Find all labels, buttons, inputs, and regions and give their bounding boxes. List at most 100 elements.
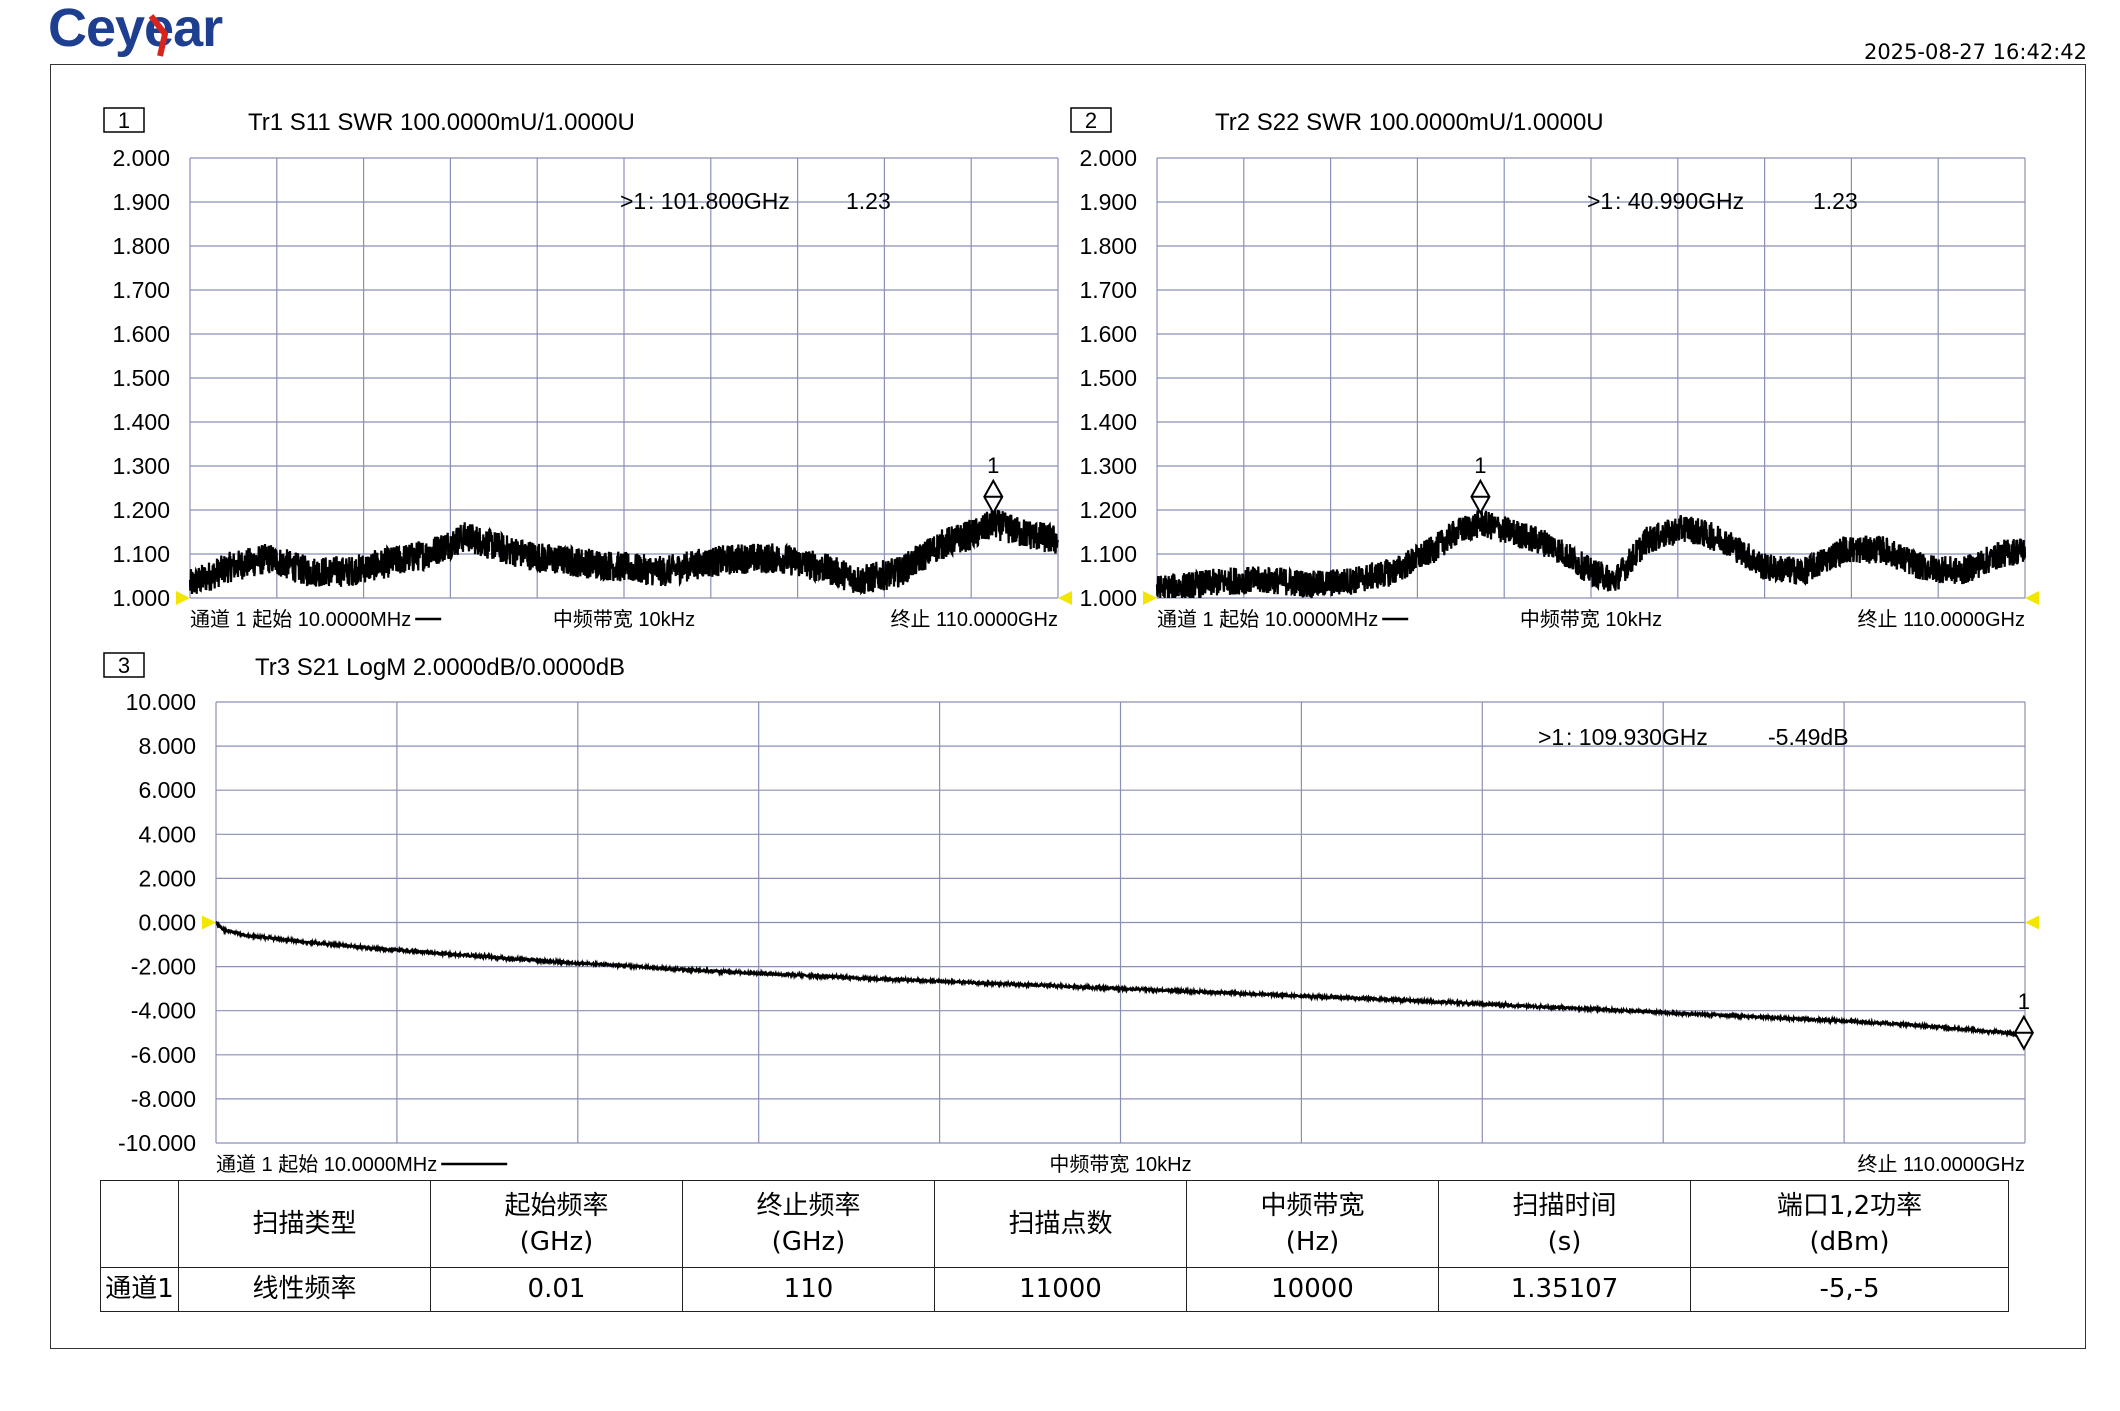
table-header-cell: 端口1,2功率 (dBm) [1690, 1180, 2009, 1268]
footer-start-frequency: 通道 1 起始 10.0000MHz [190, 608, 411, 631]
y-tick-label: -8.000 [131, 1086, 196, 1112]
y-tick-label: -6.000 [131, 1042, 196, 1068]
table-cell: 10000 [1186, 1266, 1439, 1313]
table-cell: -5,-5 [1690, 1266, 2009, 1313]
table-header-cell [100, 1180, 179, 1268]
marker-label: 1 [1474, 453, 1486, 478]
footer-if-bandwidth: 中频带宽 10kHz [553, 608, 695, 631]
y-tick-label: -4.000 [131, 998, 196, 1024]
y-tick-label: -10.000 [118, 1130, 196, 1156]
reference-marker-left [1143, 591, 1157, 605]
footer-stop-frequency: 终止 110.0000GHz [891, 608, 1059, 631]
table-cell: 0.01 [430, 1266, 683, 1313]
y-tick-label: 1.300 [1079, 453, 1137, 479]
table-header-cell: 中频带宽 (Hz) [1186, 1180, 1439, 1268]
ceyear-logo: Ceyear [48, 0, 224, 58]
table-cell: 11000 [934, 1266, 1187, 1313]
marker-readout-frequency: : 40.990GHz [1615, 188, 1744, 214]
y-tick-label: 2.000 [1079, 145, 1137, 171]
reference-marker-right [2025, 591, 2039, 605]
y-tick-label: 2.000 [112, 145, 170, 171]
trace-line [215, 920, 2026, 1041]
y-tick-label: 1.500 [112, 365, 170, 391]
marker-label: 1 [2018, 989, 2030, 1014]
y-tick-label: 1.300 [112, 453, 170, 479]
marker-readout-value: 1.23 [846, 188, 891, 214]
chart-panel-1: 1 Tr1 S11 SWR 100.0000mU/1.0000U 2.000 1.90… [103, 107, 1072, 631]
table-header-cell: 扫描时间 (s) [1438, 1180, 1691, 1268]
y-tick-label: 4.000 [138, 821, 196, 847]
y-tick-label: 0.000 [138, 910, 196, 936]
y-tick-label: 1.800 [1079, 233, 1137, 259]
table-header-cell: 起始频率 (GHz) [430, 1180, 683, 1268]
y-tick-label: 1.000 [1079, 585, 1137, 611]
reference-marker-left [202, 915, 216, 930]
y-tick-label: 1.400 [112, 409, 170, 435]
chart-title: Tr1 S11 SWR 100.0000mU/1.0000U [248, 109, 635, 136]
chart-title: Tr3 S21 LogM 2.0000dB/0.0000dB [255, 654, 625, 681]
reference-marker-right [2025, 915, 2039, 930]
panel-number: 3 [118, 653, 130, 678]
table-header-cell: 扫描类型 [178, 1180, 431, 1268]
y-tick-label: 6.000 [138, 777, 196, 803]
reference-marker-left [176, 591, 190, 605]
table-header-cell: 终止频率 (GHz) [682, 1180, 935, 1268]
table-cell: 线性频率 [178, 1266, 431, 1313]
marker-readout-frequency: : 101.800GHz [648, 188, 790, 214]
marker-label: 1 [987, 453, 999, 478]
y-tick-label: 1.800 [112, 233, 170, 259]
y-tick-label: 1.200 [1079, 497, 1137, 523]
sweep-settings-table: 扫描类型 起始频率 (GHz) 终止频率 (GHz) 扫描点数 中频带宽 (Hz) 扫… [100, 1180, 2009, 1313]
marker-readout-value: -5.49dB [1768, 724, 1849, 750]
y-tick-label: 1.400 [1079, 409, 1137, 435]
footer-stop-frequency: 终止 110.0000GHz [1858, 608, 2026, 631]
trace-line [1155, 510, 2027, 599]
brand-wordmark: Ceyear [48, 0, 223, 58]
y-tick-label: 1.100 [112, 541, 170, 567]
chart-panel-3: 3 Tr3 S21 LogM 2.0000dB/0.0000dB10.0008.0… [103, 652, 2039, 1176]
y-tick-label: 1.900 [112, 189, 170, 215]
marker-readout-frequency: : 109.930GHz [1566, 724, 1708, 750]
panel-number: 1 [118, 108, 130, 133]
y-tick-label: 1.700 [1079, 277, 1137, 303]
panel-number-box [103, 107, 145, 133]
brand-swoosh [148, 14, 169, 57]
y-tick-label: 1.000 [112, 585, 170, 611]
marker-readout-value: 1.23 [1813, 188, 1858, 214]
y-tick-label: 1.500 [1079, 365, 1137, 391]
chart-title: Tr2 S22 SWR 100.0000mU/1.0000U [1215, 109, 1604, 136]
trace-line [188, 509, 1060, 596]
footer-start-frequency: 通道 1 起始 10.0000MHz [216, 1153, 437, 1176]
timestamp: 2025-08-27 16:42:42 [1863, 40, 2087, 64]
y-tick-label: 1.100 [1079, 541, 1137, 567]
table-cell: 1.35107 [1438, 1266, 1691, 1313]
table-row: 通道1 线性频率 0.01 110 11000 10000 1.35107 -5… [100, 1266, 2009, 1313]
chart-panel-2: 2 Tr2 S22 SWR 100.0000mU/1.0000U 2.000 1.90… [1070, 107, 2039, 631]
y-tick-label: 1.600 [112, 321, 170, 347]
panel-number-box [1070, 107, 1112, 133]
footer-stop-frequency: 终止 110.0000GHz [1858, 1153, 2026, 1176]
marker-readout-prefix: >1 [1538, 724, 1564, 750]
marker-readout-prefix: >1 [620, 188, 646, 214]
footer-if-bandwidth: 中频带宽 10kHz [1520, 608, 1662, 631]
footer-if-bandwidth: 中频带宽 10kHz [1049, 1153, 1191, 1176]
panel-number-box [103, 652, 145, 678]
table-header-cell: 扫描点数 [934, 1180, 1187, 1268]
footer-start-frequency: 通道 1 起始 10.0000MHz [1157, 608, 1378, 631]
y-tick-label: -2.000 [131, 954, 196, 980]
marker-readout-prefix: >1 [1587, 188, 1613, 214]
panel-number: 2 [1085, 108, 1097, 133]
y-tick-label: 10.000 [126, 689, 196, 715]
y-tick-label: 8.000 [138, 733, 196, 759]
table-cell: 通道1 [100, 1266, 179, 1313]
report-frame [50, 64, 2086, 1349]
y-tick-label: 1.700 [112, 277, 170, 303]
y-tick-label: 1.900 [1079, 189, 1137, 215]
table-cell: 110 [682, 1266, 935, 1313]
y-tick-label: 1.600 [1079, 321, 1137, 347]
y-tick-label: 1.200 [112, 497, 170, 523]
table-header-row: 扫描类型 起始频率 (GHz) 终止频率 (GHz) 扫描点数 中频带宽 (Hz) 扫… [100, 1180, 2009, 1268]
reference-marker-right [1058, 591, 1072, 605]
y-tick-label: 2.000 [138, 865, 196, 891]
